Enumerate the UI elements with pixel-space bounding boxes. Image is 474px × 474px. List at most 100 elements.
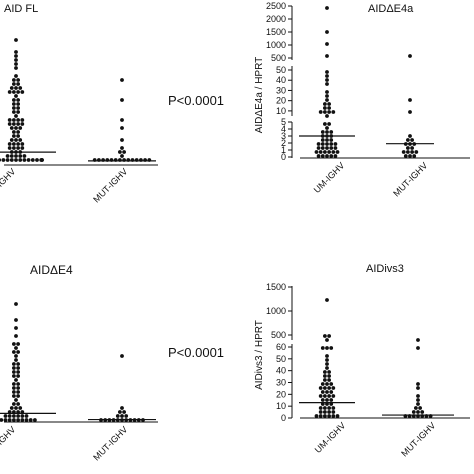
data-point xyxy=(320,398,325,402)
x-tick-labels: UM-IGHV MUT-IGHV xyxy=(0,424,129,462)
data-point xyxy=(416,394,420,398)
data-point xyxy=(318,150,323,154)
data-point xyxy=(414,406,418,410)
data-point xyxy=(329,154,334,158)
data-point xyxy=(14,94,18,98)
data-point xyxy=(120,78,124,82)
y-tick-label: 1000 xyxy=(266,306,286,316)
data-point xyxy=(26,158,31,162)
data-point xyxy=(323,106,327,110)
data-point xyxy=(412,154,417,158)
data-point xyxy=(325,146,329,150)
data-point xyxy=(408,134,412,138)
data-point xyxy=(416,338,420,342)
panel-aid-de4: AIDΔE4 P<0.0001 UM-IGHV MUT-IGHV xyxy=(0,263,224,463)
data-point xyxy=(14,346,18,350)
data-point xyxy=(16,418,20,422)
data-point xyxy=(12,82,16,86)
data-point xyxy=(18,406,23,410)
y-tick-label: 30 xyxy=(276,378,286,388)
y-tick-label: 3 xyxy=(281,131,286,141)
panel-title: AIDΔE4a xyxy=(368,3,414,15)
data-point xyxy=(118,150,122,154)
data-point xyxy=(408,110,412,114)
y-tick-label: 0 xyxy=(281,152,286,162)
data-point xyxy=(318,414,323,418)
data-point xyxy=(318,410,323,414)
data-point xyxy=(14,354,18,358)
data-point xyxy=(416,398,420,402)
data-point xyxy=(20,142,25,146)
data-point xyxy=(18,126,23,130)
data-point xyxy=(12,350,16,354)
data-point xyxy=(12,366,16,370)
data-point xyxy=(329,146,334,150)
data-point xyxy=(325,54,329,58)
data-point xyxy=(327,394,331,398)
data-point xyxy=(320,146,325,150)
x-tick-label: UM-IGHV xyxy=(313,420,348,455)
data-point xyxy=(325,42,329,46)
data-point xyxy=(327,122,331,126)
data-point xyxy=(7,118,12,122)
data-point xyxy=(323,394,327,398)
x-tick-labels: UM-IGHV MUT-IGHV xyxy=(0,166,129,204)
data-point xyxy=(20,418,25,422)
data-point xyxy=(12,390,16,394)
data-point xyxy=(14,334,18,338)
data-point xyxy=(408,54,412,58)
data-point xyxy=(14,406,18,410)
data-point xyxy=(14,74,18,78)
data-point xyxy=(120,406,124,410)
data-point xyxy=(120,146,124,150)
y-tick-label: 50 xyxy=(276,65,286,75)
data-point xyxy=(329,398,334,402)
data-point xyxy=(35,158,39,162)
data-point xyxy=(331,406,336,410)
data-point xyxy=(320,142,325,146)
data-point xyxy=(14,86,18,90)
data-point xyxy=(14,398,18,402)
y-tick-label: 30 xyxy=(276,85,286,95)
data-point xyxy=(9,126,14,130)
y-tick-label: 4 xyxy=(281,124,286,134)
y-tick-label: 2500 xyxy=(266,1,286,11)
data-point xyxy=(331,414,336,418)
p-value-annotation: P<0.0001 xyxy=(168,93,224,108)
data-point xyxy=(325,30,329,34)
y-tick-label: 20 xyxy=(276,389,286,399)
data-point xyxy=(14,326,18,330)
data-point xyxy=(416,346,420,350)
data-point xyxy=(16,370,20,374)
data-point xyxy=(12,130,16,134)
data-point xyxy=(12,134,16,138)
data-point xyxy=(12,402,16,406)
x-tick-label: MUT-IGHV xyxy=(391,160,429,198)
x-tick-label: MUT-IGHV xyxy=(399,420,437,458)
data-point xyxy=(14,54,18,58)
data-point xyxy=(14,358,18,362)
data-point xyxy=(7,90,12,94)
y-tick-label: 500 xyxy=(271,53,286,63)
x-tick-label: MUT-IGHV xyxy=(91,166,129,204)
data-point xyxy=(325,354,329,358)
y-tick-label: 2000 xyxy=(266,14,286,24)
data-point xyxy=(414,150,419,154)
data-point xyxy=(323,374,327,378)
panel-title: AID FL xyxy=(4,3,38,15)
data-point xyxy=(325,70,329,74)
data-point xyxy=(327,106,331,110)
data-point xyxy=(14,154,18,158)
data-point xyxy=(12,418,16,422)
data-point xyxy=(22,158,27,162)
data-point xyxy=(18,158,23,162)
data-point xyxy=(333,146,338,150)
panel-title: AIDivs3 xyxy=(366,263,404,275)
data-point xyxy=(0,158,2,162)
data-point xyxy=(12,374,16,378)
y-tick-label: 20 xyxy=(276,96,286,106)
data-point xyxy=(120,98,124,102)
data-point xyxy=(403,154,408,158)
